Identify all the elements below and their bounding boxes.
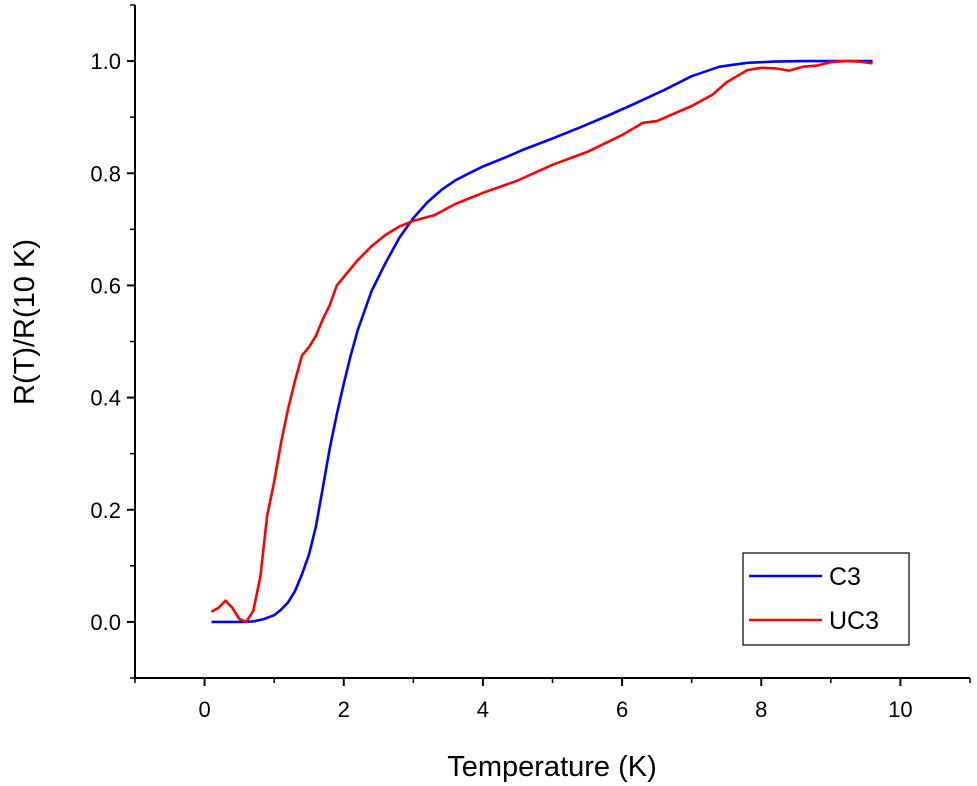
y-axis-title: R(T)/R(10 K) xyxy=(9,239,41,405)
legend: C3 UC3 xyxy=(742,552,910,646)
x-tick-label: 10 xyxy=(888,697,912,722)
x-tick-label: 0 xyxy=(198,697,210,722)
y-tick-label: 0.8 xyxy=(90,161,121,186)
y-tick-label: 1.0 xyxy=(90,49,121,74)
plot-area xyxy=(210,59,873,624)
y-tick-label: 0.2 xyxy=(90,498,121,523)
x-tick-label: 4 xyxy=(477,697,489,722)
y-tick-label: 0.4 xyxy=(90,386,121,411)
legend-label-uc3: UC3 xyxy=(829,607,879,635)
series-line-c3 xyxy=(211,59,873,624)
y-tick-label: 0.6 xyxy=(90,273,121,298)
x-tick-label: 8 xyxy=(755,697,767,722)
series-line-uc3 xyxy=(210,59,873,624)
axes: 0.0 0.2 0.4 0.6 0.8 1.0 0 2 4 6 8 10 xyxy=(90,4,971,722)
legend-box xyxy=(742,552,910,646)
x-axis-title: Temperature (K) xyxy=(447,751,657,783)
legend-label-c3: C3 xyxy=(829,563,861,591)
x-tick-label: 2 xyxy=(338,697,350,722)
x-tick-label: 6 xyxy=(616,697,628,722)
y-tick-label: 0.0 xyxy=(90,610,121,635)
